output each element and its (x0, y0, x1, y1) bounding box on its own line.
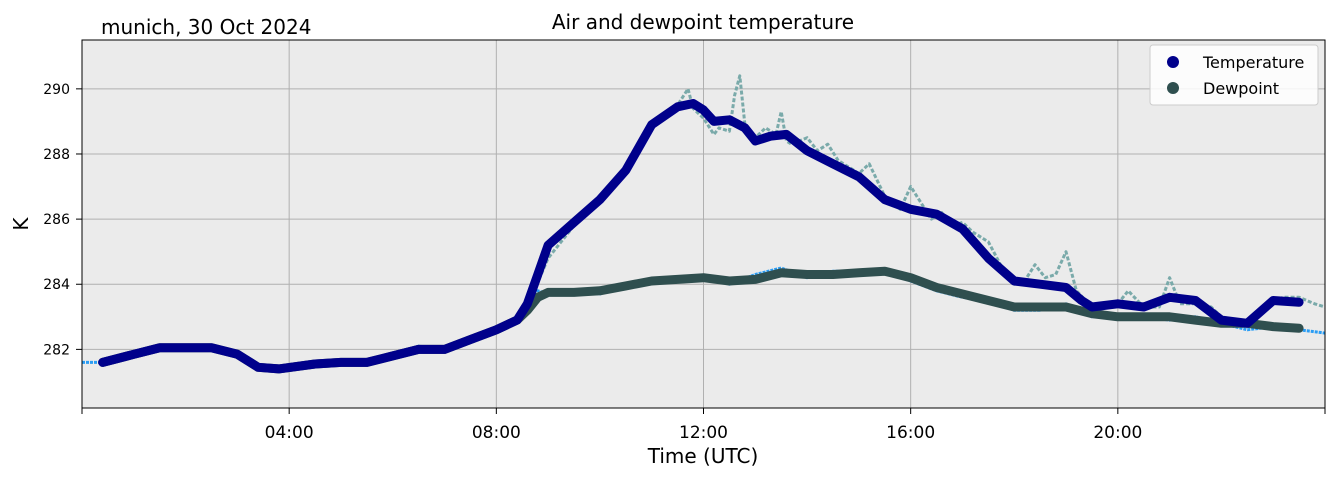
chart-title: Air and dewpoint temperature (552, 10, 854, 34)
x-tick-label: 04:00 (265, 423, 314, 443)
y-tick-label: 284 (43, 277, 70, 293)
x-tick-label: 08:00 (472, 423, 521, 443)
series-lines (98, 99, 1304, 374)
legend-marker-dewpoint (1167, 82, 1179, 94)
y-axis-label: K (9, 217, 33, 231)
y-tick-label: 286 (43, 212, 70, 228)
legend: Temperature Dewpoint (1149, 44, 1319, 106)
x-axis-ticks: 04:00 08:00 12:00 16:00 20:00 (81, 408, 1326, 443)
x-axis-label: Time (UTC) (647, 444, 759, 468)
x-tick-label: 16:00 (886, 423, 935, 443)
legend-box (1149, 44, 1319, 106)
legend-marker-temperature (1167, 56, 1179, 68)
location-date-label: munich, 30 Oct 2024 (101, 15, 311, 39)
y-tick-label: 282 (43, 342, 70, 358)
y-axis-ticks: 282 284 286 288 290 (43, 82, 82, 358)
legend-label-temperature: Temperature (1202, 53, 1304, 72)
legend-label-dewpoint: Dewpoint (1203, 79, 1279, 98)
gridlines (82, 40, 1325, 408)
y-tick-label: 290 (43, 82, 70, 98)
temperature-series-line (98, 99, 1304, 374)
x-tick-label: 12:00 (679, 423, 728, 443)
y-tick-label: 288 (43, 147, 70, 163)
x-tick-label: 20:00 (1093, 423, 1142, 443)
